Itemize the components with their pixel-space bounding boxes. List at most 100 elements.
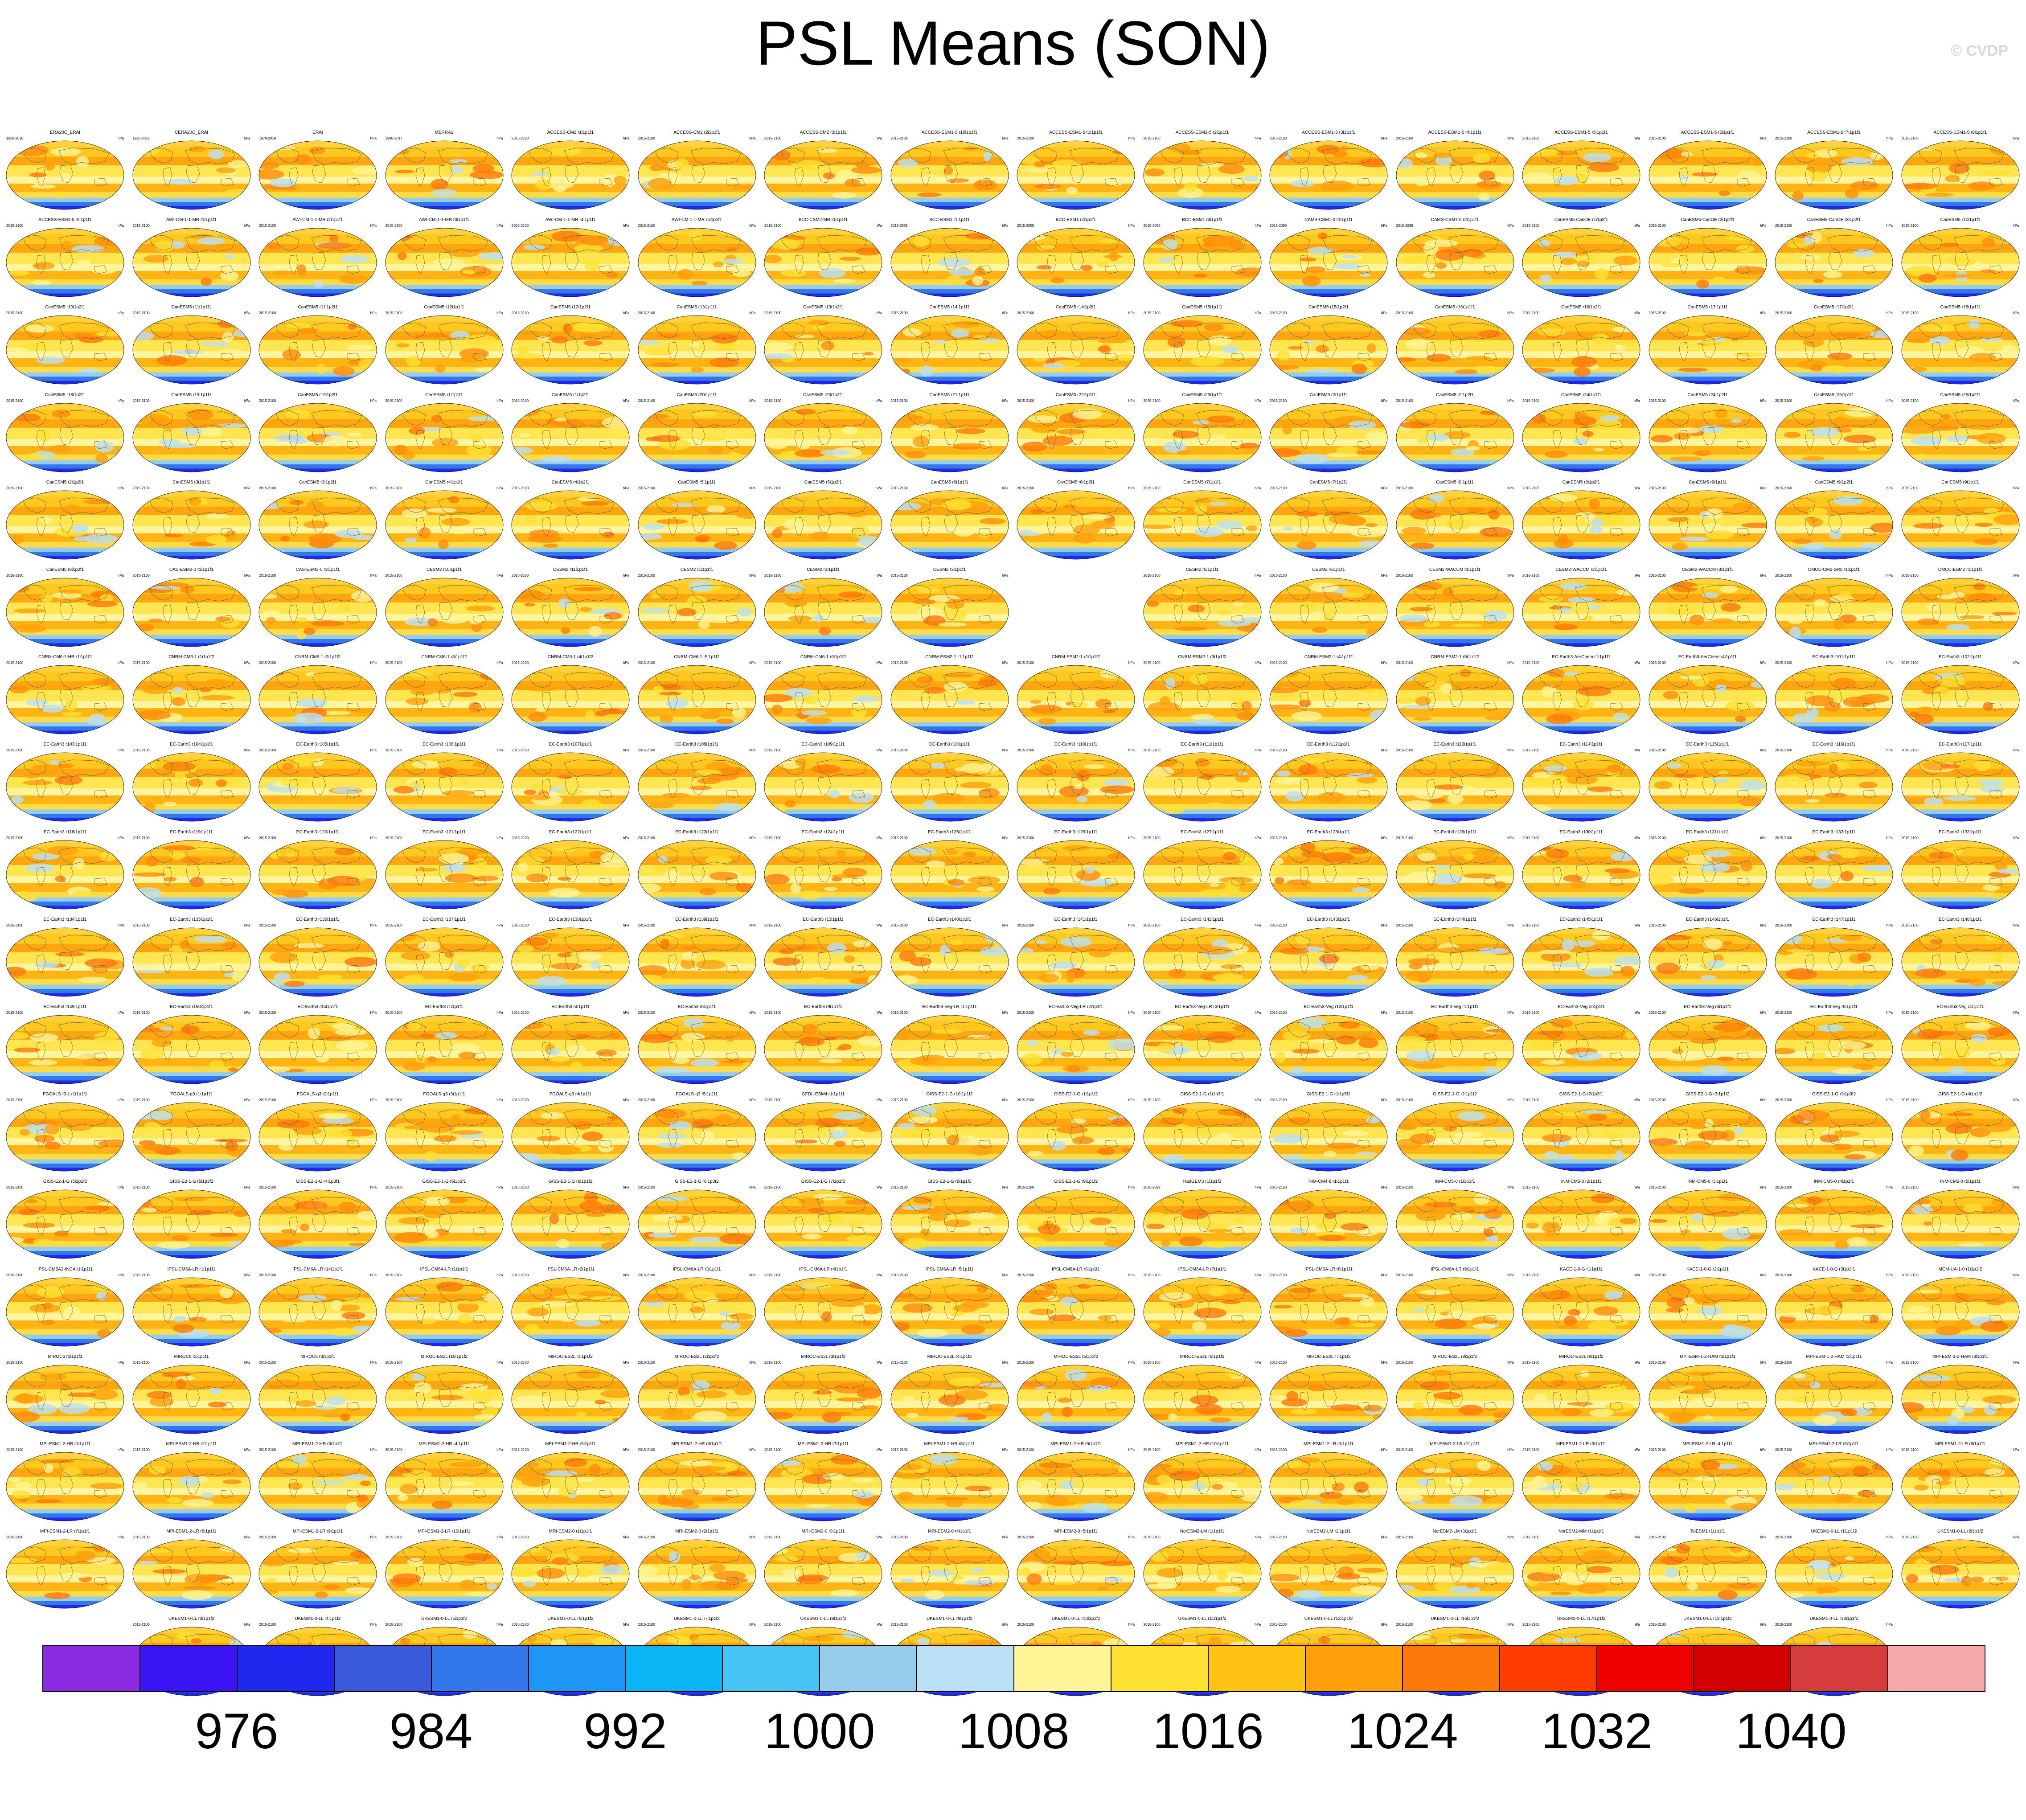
panel-years: 2015-2100: [1522, 1360, 1540, 1365]
panel-units: hPa: [496, 398, 503, 403]
panel-title: MPI-ESM-1-2-HAM r3i1p1f1: [1932, 1354, 1989, 1359]
panel-units: hPa: [1507, 486, 1514, 490]
panel-title: CanESM5 r3i1p2f1: [299, 480, 337, 485]
map-panel: MPI-ESM1-2-HR r9i1p1f1 2015-2100 hPa: [1016, 1442, 1136, 1522]
panel-units: hPa: [1128, 923, 1135, 927]
panel-units: hPa: [1381, 398, 1387, 403]
panel-years: 2015-2100: [1901, 1448, 1919, 1452]
world-map: [1396, 1539, 1514, 1609]
map-panel: CanESM5 r2i1p2f1 2015-2100 hPa: [1395, 393, 1515, 473]
map-panel: EC-Earth3 r144i1p1f1 2015-2100 hPa: [1395, 917, 1515, 997]
panel-units: hPa: [1002, 311, 1009, 316]
panel-years: 2015-2100: [1270, 574, 1287, 578]
panel-years: 2015-2100: [259, 398, 276, 403]
map-panel: EC-Earth3 r130i1p1f1 2015-2100 hPa: [1522, 830, 1641, 910]
panel-units: hPa: [1507, 398, 1514, 403]
panel-years: 2015-2100: [1143, 1448, 1161, 1452]
map-panel: ERA20C_ERAI 1920-2018 hPa: [5, 130, 125, 210]
panel-title: EC-Earth3 r1i1p1f1: [425, 1004, 463, 1009]
panel-title: UKESM1-0-LL r9i1p1f2: [926, 1616, 972, 1622]
panel-units: hPa: [1002, 1535, 1009, 1540]
map-panel: EC-Earth3 r6i1p1f1 2015-2100 hPa: [637, 1004, 757, 1085]
panel-years: 2015-2100: [1649, 1273, 1666, 1277]
panel-units: hPa: [1255, 1360, 1261, 1365]
panel-title: NorESM2-LM r2i1p1f1: [1306, 1529, 1351, 1534]
world-map: [1649, 140, 1767, 210]
panel-units: hPa: [117, 748, 124, 753]
world-map: [511, 1015, 630, 1084]
panel-title: CanESM5 r18i1p2f1: [45, 392, 86, 398]
panel-title: EC-Earth3 r139i1p1f1: [675, 917, 718, 922]
panel-years: 2015-2100: [1143, 1535, 1161, 1540]
panel-units: hPa: [370, 1011, 377, 1015]
panel-units: hPa: [496, 1185, 503, 1190]
map-panel: EC-Earth3 r114i1p1f1 2015-2100 hPa: [1522, 742, 1641, 822]
panel-years: 2015-2100: [638, 748, 655, 753]
map-panel: EC-Earth3 r107i1p1f1 2015-2100 hPa: [511, 742, 630, 822]
panel-years: 2015-2100: [512, 1448, 529, 1452]
panel-years: 2015-2100: [385, 1273, 402, 1277]
map-panel: CanESM5 r8i1p1f1 2015-2100 hPa: [1395, 480, 1515, 560]
world-map: [1269, 665, 1388, 734]
panel-title: FGOALS-g3 r2i1p1f1: [297, 1092, 339, 1097]
world-map: [1017, 1452, 1135, 1521]
world-map: [258, 315, 377, 385]
panel-title: CanESM5 r8i1p1f1: [1436, 480, 1474, 485]
map-panel: CNRM-CM6-1 r1i1p1f2 2015-2100 hPa: [132, 655, 251, 735]
panel-years: 2015-2100: [132, 1623, 150, 1627]
panel-units: hPa: [1886, 311, 1893, 316]
panel-years: 2015-2100: [1522, 486, 1540, 490]
panel-title: CAS-ESM2-0 r1i1p1f1: [169, 567, 213, 572]
map-panel: FGOALS-g3 r5i1p1f1 2015-2100 hPa: [637, 1092, 757, 1172]
panel-title: CESM2 r5i1p1f1: [1185, 567, 1219, 572]
panel-years: 2015-2100: [890, 1011, 908, 1015]
panel-years: 2015-2100: [1017, 836, 1034, 840]
panel-title: EC-Earth3 r113i1p1f1: [1433, 742, 1476, 747]
panel-years: 2015-2100: [1522, 1185, 1540, 1190]
world-map: [511, 228, 630, 297]
world-map: [258, 403, 377, 472]
panel-title: CAMS-CSM1-0 r2i1p1f1: [1431, 217, 1479, 223]
panel-units: hPa: [1633, 748, 1640, 753]
panel-units: hPa: [2013, 923, 2019, 927]
panel-years: 2015-2100: [6, 1360, 24, 1365]
panel-title: MIROC-ES2L r5i1p1f2: [1054, 1354, 1098, 1359]
panel-title: EC-Earth3 r140i1p1f1: [928, 917, 971, 922]
map-panel: IPSL-CM6A-LR r2i1p1f1 2015-2100 hPa: [511, 1267, 630, 1347]
map-panel: MIROC-ES2L r10i1p1f2 2015-2100 hPa: [385, 1354, 504, 1435]
panel-years: 2015-2100: [132, 748, 150, 753]
panel-title: IPSL-CM6A-LR r1i1p1f1: [420, 1267, 468, 1272]
map-panel: MERRA2 1980-2017 hPa: [385, 130, 504, 210]
world-map: [764, 665, 882, 734]
world-map: [1017, 140, 1135, 210]
panel-years: 2015-2100: [132, 1448, 150, 1452]
panel-units: hPa: [749, 1623, 756, 1627]
panel-units: hPa: [1381, 136, 1387, 140]
map-panel: MPI-ESM-1-2-HAM r1i1p1f1 2015-2100 hPa: [1648, 1354, 1768, 1435]
panel-units: hPa: [496, 1098, 503, 1103]
map-panel: ERAI 1979-2018 hPa: [258, 130, 377, 210]
panel-units: hPa: [496, 748, 503, 753]
world-map: [890, 1277, 1009, 1346]
map-panel: ACCESS-ESM1-5 r5i1p1f1 2015-2100 hPa: [1522, 130, 1641, 210]
panel-title: GISS-E2-1-G r1i1p1f2: [1054, 1092, 1098, 1097]
world-map: [1269, 1015, 1388, 1084]
world-map: [1522, 140, 1640, 210]
world-map: [385, 1452, 503, 1521]
panel-title: ACCESS-ESM1-5 r9i1p1f1: [38, 217, 92, 223]
panel-years: 2015-2100: [1017, 486, 1034, 490]
world-map: [890, 840, 1009, 909]
map-panel: GISS-E2-1-G r6i1p3f2 2015-2100 hPa: [637, 1179, 757, 1259]
panel-years: 2015-2100: [512, 136, 529, 140]
map-panel: GISS-E2-1-G r5i1p3f2 2015-2100 hPa: [132, 1179, 251, 1259]
panel-title: UKESM1-0-LL r6i1p1f2: [547, 1616, 594, 1622]
panel-years: 2015-2100: [1270, 398, 1287, 403]
map-panel: INM-CM5-0 r1i1p1f1 2015-2100 hPa: [1395, 1179, 1515, 1259]
panel-title: MPI-ESM1-2-LR r10i1p1f1: [418, 1529, 471, 1534]
panel-years: 2015-2100: [385, 1360, 402, 1365]
panel-title: BCC-ESM1 r1i1p1f1: [929, 217, 970, 223]
world-map: [1017, 1102, 1135, 1172]
panel-title: MIROC6 r2i1p1f1: [174, 1354, 209, 1359]
panel-units: hPa: [1760, 1098, 1767, 1103]
panel-units: hPa: [875, 1098, 882, 1103]
